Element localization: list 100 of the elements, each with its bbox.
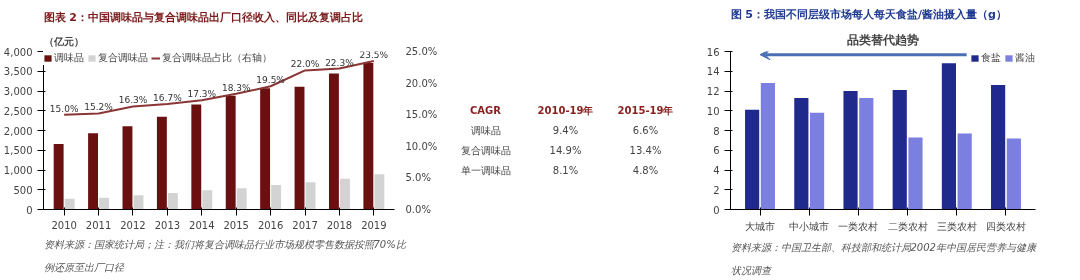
chart-title: 图表 2：中国调味品与复合调味品出厂口径收入、同比及复调占比 (43, 10, 363, 24)
bar (53, 143, 64, 210)
x-tick-label: 二类农村 (887, 220, 928, 232)
bar (88, 133, 99, 210)
y-tick-label: 2,000 (3, 125, 33, 137)
bar (202, 190, 213, 210)
y2-tick-label: 20.0% (405, 77, 438, 89)
y-tick-label: 10 (706, 105, 720, 117)
bar (339, 178, 350, 210)
y2-tick-label: 10.0% (405, 140, 438, 152)
y-tick-label: 3,000 (3, 86, 33, 97)
text: 8.1% (552, 164, 579, 176)
legend-label: 调味品 (54, 51, 84, 65)
x-tick-label: 三类农村 (936, 220, 977, 232)
data-label: 16.3% (118, 95, 148, 106)
bar (363, 62, 374, 210)
y-tick-label: 0 (26, 204, 33, 216)
text: 2010-19年 (537, 105, 594, 117)
x-tick-label: 四类农村 (985, 220, 1026, 232)
text: 复合调味品 (460, 144, 511, 156)
text: 单一调味品 (460, 164, 511, 176)
bar (225, 95, 236, 210)
y-tick-label: 0 (713, 204, 720, 216)
bar (122, 126, 133, 210)
y-tick-label: 1,500 (3, 145, 33, 157)
y-tick-label: 500 (13, 184, 33, 196)
chart-title: 图 5：我国不同层级市场每人每天食盐/酱油摄入量（g） (730, 7, 1007, 21)
y-tick-label: 4,000 (3, 46, 33, 58)
text: CAGR (470, 105, 502, 117)
data-label: 15.2% (84, 102, 114, 113)
legend-label: 食盐 (981, 51, 1001, 65)
data-label: 22.3% (325, 57, 355, 68)
legend-label: 酱油 (1015, 51, 1035, 65)
bar (843, 91, 858, 210)
x-tick-label: 一类农村 (838, 220, 879, 232)
y2-tick-label: 15.0% (405, 109, 438, 121)
bar (941, 63, 956, 210)
bar (957, 133, 972, 210)
x-tick-label: 2012 (120, 219, 146, 231)
data-label: 18.3% (221, 82, 251, 93)
data-label: 22.0% (290, 59, 320, 70)
y2-tick-label: 25.0% (405, 46, 438, 57)
bar (760, 83, 775, 210)
y-tick-label: 12 (706, 86, 720, 97)
text: 13.4% (629, 144, 662, 156)
data-label: 16.7% (153, 92, 183, 103)
y-tick-label: 4 (713, 165, 720, 176)
y-tick-label: 2,500 (3, 105, 33, 117)
text: 14.9% (549, 144, 582, 156)
bar (260, 88, 271, 210)
text: 资料来源：国家统计局；注：我们将复合调味品行业市场规模零售数据按照70%比例还原至出厂口径 (43, 238, 406, 273)
data-label: 19.5% (256, 75, 286, 86)
bar (328, 73, 339, 210)
bar (859, 97, 874, 210)
data-label: 23.5% (359, 49, 389, 60)
y2-tick-label: 0.0% (405, 204, 431, 215)
text: 2015-19年 (617, 105, 674, 117)
bar (908, 137, 923, 210)
x-tick-label: 中小城市 (789, 220, 830, 232)
text: 品类替代趋势 (847, 32, 919, 47)
y-tick-label: 3,500 (3, 66, 33, 78)
bar (156, 116, 167, 210)
text: 9.4% (552, 125, 579, 136)
y-axis-title: （亿元） (43, 35, 84, 47)
x-tick-label: 2011 (85, 219, 112, 231)
bar (794, 97, 809, 210)
x-tick-label: 2019 (361, 219, 387, 231)
bar (236, 188, 247, 210)
bar (374, 174, 385, 210)
bar (991, 85, 1006, 210)
bar (810, 112, 825, 210)
legend-label: 复合调味品占比（右轴） (162, 51, 272, 65)
legend-label: 复合调味品 (98, 51, 148, 65)
x-tick-label: 2015 (223, 219, 249, 231)
x-tick-label: 2014 (189, 219, 215, 231)
bar (745, 109, 760, 210)
y2-tick-label: 5.0% (405, 172, 431, 184)
y-tick-label: 8 (713, 125, 720, 137)
y-tick-label: 16 (706, 46, 720, 58)
y-tick-label: 6 (713, 145, 720, 157)
y-tick-label: 1,000 (3, 165, 33, 176)
bar (1006, 138, 1021, 210)
x-tick-label: 2018 (326, 219, 353, 231)
text: 6.6% (632, 125, 659, 136)
bar (167, 192, 178, 210)
bar (99, 197, 110, 210)
bar (294, 86, 305, 210)
text: 调味品 (470, 125, 501, 136)
bar (191, 104, 202, 210)
x-tick-label: 2013 (154, 219, 181, 231)
x-tick-label: 2016 (257, 219, 284, 231)
bar (271, 185, 282, 210)
data-label: 15.0% (49, 103, 79, 114)
x-tick-label: 大城市 (745, 220, 776, 232)
bar (64, 198, 75, 210)
text: 资料来源：中国卫生部、科技部和统计局2002年中国居民营养与健康状况调查 (730, 241, 1036, 276)
bar (892, 90, 907, 210)
bar (305, 182, 316, 210)
x-tick-label: 2017 (292, 219, 318, 231)
y-tick-label: 14 (706, 66, 720, 78)
